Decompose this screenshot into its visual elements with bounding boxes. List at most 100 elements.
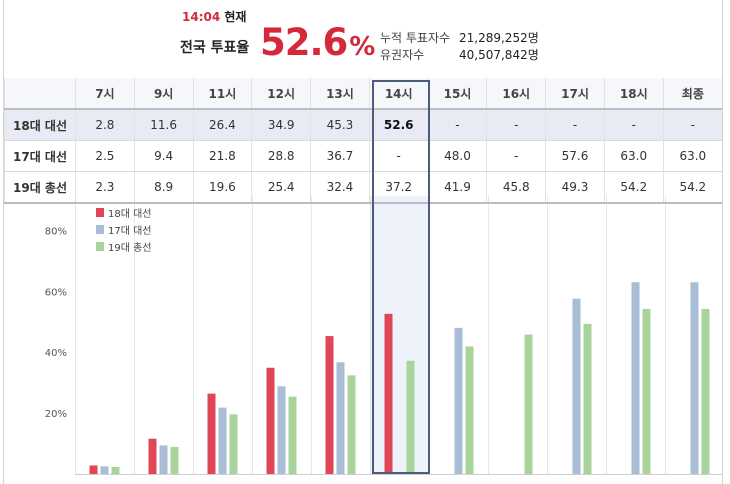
row-label: 17대 대선 (4, 140, 76, 172)
table-cell: 26.4 (192, 109, 252, 141)
legend-label: 19대 총선 (108, 242, 152, 254)
bar-2-4 (277, 386, 286, 474)
bar-3-9 (583, 323, 592, 474)
bar-2-1 (100, 466, 109, 474)
turnout-panel: 14:04 현재 전국 투표율 52.6% 누적 투표자수 21,289,252… (3, 0, 723, 484)
table-header-row: 7시 9시 11시 12시 13시 14시 15시 16시 17시 18시 최종 (4, 78, 722, 110)
bar-2-7 (454, 327, 463, 474)
bar-1-5 (325, 336, 334, 474)
turnout-summary: 14:04 현재 전국 투표율 52.6% 누적 투표자수 21,289,252… (4, 0, 722, 79)
bar-3-10 (642, 308, 651, 474)
bar-3-5 (347, 375, 356, 474)
bar-3-11 (701, 308, 710, 474)
legend-swatch (96, 242, 104, 251)
column-header: 17시 (545, 78, 605, 110)
bar-3-1 (111, 466, 120, 474)
table-cell: 63.0 (603, 140, 664, 172)
table-cell: - (545, 109, 605, 141)
column-header: 15시 (427, 78, 487, 110)
table-cell: 32.4 (310, 171, 370, 204)
table-cell: 2.5 (75, 140, 135, 172)
bar-1-3 (207, 393, 216, 474)
table-cell: 2.8 (75, 109, 135, 141)
table-cell: - (486, 109, 546, 141)
bar-1-1 (89, 465, 98, 474)
bar-2-2 (159, 445, 168, 474)
legend-label: 17대 대선 (108, 225, 152, 237)
column-header: 14시 (368, 78, 429, 110)
eligible-label: 유권자수 (380, 48, 425, 62)
time-suffix: 현재 (224, 10, 247, 24)
bar-3-7 (465, 346, 474, 474)
current-time: 14:04 현재 (182, 8, 246, 25)
table-cell: 48.0 (427, 140, 487, 172)
table-cell: 9.4 (133, 140, 194, 172)
table-cell: 8.9 (133, 171, 194, 204)
bar-2-10 (631, 282, 640, 474)
table-cell: 34.9 (251, 109, 311, 141)
table-row: 17대 대선 2.5 9.4 21.8 28.8 36.7 - 48.0 - 5… (4, 140, 722, 172)
table-cell: 28.8 (251, 140, 311, 172)
column-header: 11시 (192, 78, 252, 110)
bar-1-4 (266, 367, 275, 474)
column-header: 12시 (251, 78, 311, 110)
turnout-chart: 20% 40% 60% 80% 18대 대선 17대 대선 19대 총선 (45, 196, 722, 475)
table-cell: 41.9 (427, 171, 487, 204)
column-header: 9시 (133, 78, 194, 110)
column-header: 최종 (662, 78, 722, 110)
corner-cell (4, 78, 76, 110)
column-header: 18시 (603, 78, 664, 110)
legend-swatch (96, 225, 104, 234)
table-row: 18대 대선 2.8 11.6 26.4 34.9 45.3 52.6 - - … (4, 109, 722, 141)
eligible-voters: 유권자수 40,507,842명 (380, 46, 539, 63)
table-cell: - (486, 140, 546, 172)
bar-2-11 (690, 282, 699, 474)
column-header: 16시 (486, 78, 546, 110)
table-cell: 21.8 (192, 140, 252, 172)
table-cell: - (368, 140, 429, 172)
national-rate-label: 전국 투표율 (180, 40, 250, 56)
cumulative-label: 누적 투표자수 (380, 31, 451, 45)
turnout-table: 7시 9시 11시 12시 13시 14시 15시 16시 17시 18시 최종… (4, 78, 722, 204)
table-cell: - (662, 109, 722, 141)
table-cell: 11.6 (133, 109, 194, 141)
table-cell: - (427, 109, 487, 141)
y-tick-label: 60% (45, 287, 67, 298)
table-row: 19대 총선 2.3 8.9 19.6 25.4 32.4 37.2 41.9 … (4, 171, 722, 204)
column-header: 13시 (310, 78, 370, 110)
bar-1-6 (384, 313, 393, 474)
y-tick-label: 80% (45, 226, 67, 237)
time-value: 14:04 (182, 10, 221, 24)
column-header: 7시 (75, 78, 135, 110)
table-cell: 54.2 (603, 171, 664, 204)
chart-legend: 18대 대선 17대 대선 19대 총선 (96, 208, 152, 254)
table-cell: 36.7 (310, 140, 370, 172)
bar-2-5 (336, 362, 345, 474)
highlight-column-fill (370, 196, 429, 474)
bar-3-2 (170, 446, 179, 474)
table-cell: 37.2 (368, 171, 429, 204)
row-label: 18대 대선 (4, 109, 76, 141)
cumulative-value: 21,289,252명 (459, 31, 539, 45)
table-cell: 49.3 (545, 171, 605, 204)
chart-bars (89, 282, 710, 474)
bar-1-2 (148, 438, 157, 474)
table-cell: 19.6 (192, 171, 252, 204)
table-cell: 52.6 (368, 109, 429, 141)
y-tick-label: 20% (45, 409, 67, 420)
table-cell: 54.2 (662, 171, 722, 204)
cumulative-voters: 누적 투표자수 21,289,252명 (380, 29, 539, 46)
y-tick-label: 40% (45, 348, 67, 359)
national-rate-value: 52.6% (260, 21, 375, 64)
bar-3-4 (288, 396, 297, 474)
bar-3-6 (406, 360, 415, 474)
table-cell: 45.8 (486, 171, 546, 204)
table-cell: 63.0 (662, 140, 722, 172)
table-cell: 2.3 (75, 171, 135, 204)
bar-2-3 (218, 407, 227, 474)
y-axis-ticks: 20% 40% 60% 80% (45, 226, 67, 420)
rate-number: 52.6 (260, 21, 348, 64)
bar-3-8 (524, 334, 533, 474)
legend-label: 18대 대선 (108, 208, 152, 220)
table-cell: - (603, 109, 664, 141)
